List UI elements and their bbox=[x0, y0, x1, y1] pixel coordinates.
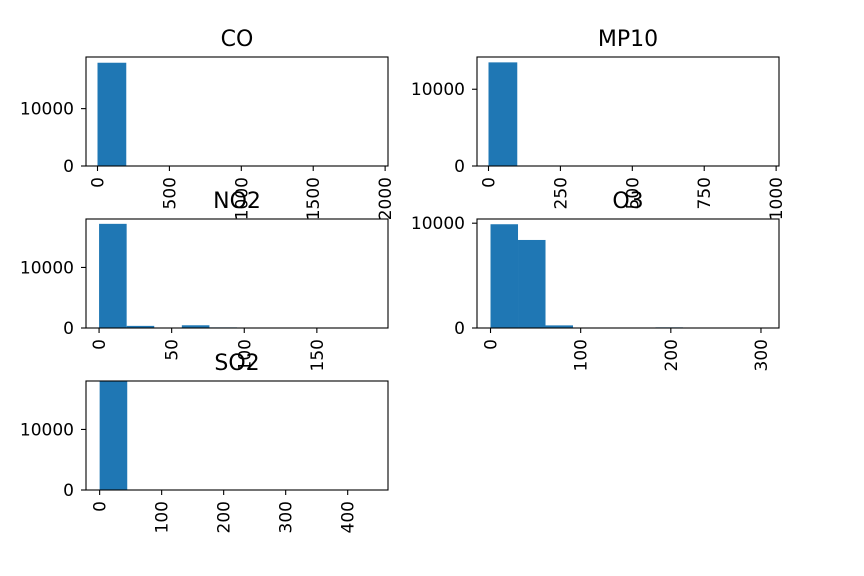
xtick-label-o3-3: 300 bbox=[752, 339, 772, 371]
subplot-o3: O3 0 10000 0 100 200 300 bbox=[411, 189, 780, 371]
ytick-label-o3-1: 10000 bbox=[411, 214, 465, 234]
ytick-label-so2-1: 10000 bbox=[20, 420, 74, 440]
subplot-title-so2: SO2 bbox=[214, 351, 259, 376]
xtick-label-o3-1: 100 bbox=[572, 339, 592, 371]
axes-frame-so2 bbox=[85, 380, 389, 491]
xtick-label-no2-2: 100 bbox=[235, 339, 255, 371]
subplot-co: CO 0 10000 0 500 1000 1500 2000 bbox=[20, 27, 396, 220]
axes-frame-co bbox=[85, 56, 389, 167]
subplot-title-co: CO bbox=[221, 27, 254, 52]
subplot-title-no2: NO2 bbox=[213, 189, 261, 214]
subplot-title-mp10: MP10 bbox=[598, 27, 658, 52]
xtick-label-co-4: 2000 bbox=[376, 177, 396, 220]
ytick-label-no2-0: 0 bbox=[63, 319, 74, 339]
ytick-label-no2-1: 10000 bbox=[20, 258, 74, 278]
xtick-label-mp10-3: 750 bbox=[695, 177, 715, 209]
xtick-label-so2-0: 0 bbox=[91, 501, 111, 512]
ytick-label-so2-0: 0 bbox=[63, 481, 74, 501]
xtick-label-so2-4: 400 bbox=[339, 501, 359, 533]
bar-so2-0 bbox=[99, 381, 128, 490]
xtick-label-co-0: 0 bbox=[89, 177, 109, 188]
xtick-label-so2-1: 100 bbox=[153, 501, 173, 533]
ytick-label-co-1: 10000 bbox=[20, 100, 74, 120]
axes-frame-mp10 bbox=[476, 56, 780, 167]
bar-o3-1 bbox=[518, 239, 546, 328]
xtick-label-co-3: 1500 bbox=[304, 177, 324, 220]
xtick-label-o3-2: 200 bbox=[662, 339, 682, 371]
bar-no2-3 bbox=[181, 325, 210, 328]
xtick-label-no2-3: 150 bbox=[308, 339, 328, 371]
xtick-label-mp10-2: 500 bbox=[623, 177, 643, 209]
bar-co-0 bbox=[97, 62, 127, 166]
bar-o3-2 bbox=[545, 325, 574, 328]
subplot-so2: SO2 0 10000 0 100 200 300 400 bbox=[20, 351, 389, 533]
xtick-label-o3-0: 0 bbox=[482, 339, 502, 350]
xtick-label-mp10-1: 250 bbox=[551, 177, 571, 209]
subplot-no2: NO2 0 10000 0 50 100 150 bbox=[20, 189, 389, 371]
xtick-label-co-1: 500 bbox=[160, 177, 180, 209]
xtick-label-so2-3: 300 bbox=[277, 501, 297, 533]
axes-frame-no2 bbox=[85, 218, 389, 329]
subplot-mp10: MP10 0 10000 0 250 500 750 1000 bbox=[411, 27, 787, 220]
xtick-label-mp10-0: 0 bbox=[480, 177, 500, 188]
ytick-label-mp10-1: 10000 bbox=[411, 80, 465, 100]
xtick-label-mp10-4: 1000 bbox=[767, 177, 787, 220]
bar-no2-1 bbox=[126, 325, 155, 328]
xtick-label-no2-1: 50 bbox=[163, 339, 183, 361]
ytick-label-co-0: 0 bbox=[63, 157, 74, 177]
subplot-title-o3: O3 bbox=[612, 189, 643, 214]
ytick-label-mp10-0: 0 bbox=[454, 157, 465, 177]
xtick-label-co-2: 1000 bbox=[232, 177, 252, 220]
bar-no2-0 bbox=[99, 223, 127, 328]
bar-mp10-0 bbox=[488, 62, 518, 166]
xtick-label-so2-2: 200 bbox=[215, 501, 235, 533]
bar-o3-0 bbox=[490, 224, 519, 328]
axes-frame-o3 bbox=[476, 218, 780, 329]
ytick-label-o3-0: 0 bbox=[454, 319, 465, 339]
xtick-label-no2-0: 0 bbox=[90, 339, 110, 350]
